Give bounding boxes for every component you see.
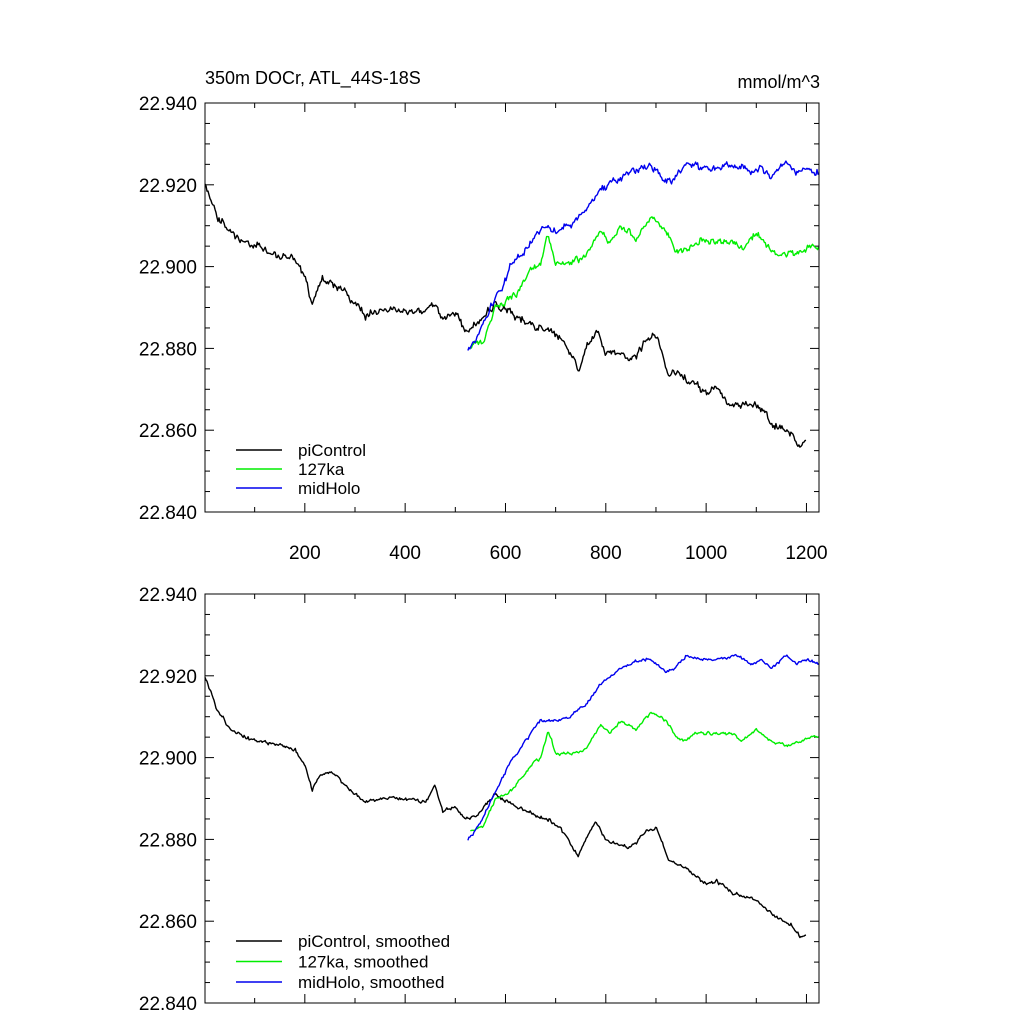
legend-label: midHolo bbox=[298, 479, 360, 498]
series-line-midholo bbox=[467, 160, 819, 351]
series-line-picontrol bbox=[204, 677, 807, 939]
series-line-127ka bbox=[470, 711, 819, 832]
legend-label: 127ka bbox=[298, 460, 345, 479]
y-tick-label: 22.940 bbox=[139, 94, 197, 115]
y-tick-label: 22.880 bbox=[139, 830, 197, 851]
y-axis: 22.840 22.860 22.880 22.900 22.920 22.940 bbox=[139, 585, 819, 1015]
x-tick-label: 400 bbox=[389, 543, 421, 564]
plot-frame bbox=[204, 593, 820, 1004]
y-tick-label: 22.900 bbox=[139, 258, 197, 279]
y-tick-label: 22.840 bbox=[139, 503, 197, 524]
legend-label: piControl bbox=[298, 441, 366, 460]
y-tick-label: 22.940 bbox=[139, 585, 197, 606]
series-line-picontrol bbox=[204, 183, 807, 448]
y-axis: 22.840 22.860 22.880 22.900 22.920 22.940 bbox=[139, 94, 819, 524]
legend: piControl, smoothed 127ka, smoothedmidHol… bbox=[236, 932, 450, 992]
series-line-midholo bbox=[467, 653, 820, 841]
plot-lines bbox=[204, 160, 820, 448]
legend-label: midHolo, smoothed bbox=[298, 973, 444, 992]
legend-label: 127ka, smoothed bbox=[298, 953, 428, 972]
units-label: mmol/m^3 bbox=[738, 72, 820, 92]
x-tick-label: 1200 bbox=[785, 543, 827, 564]
x-axis: 200 400 600 800 1000 1200 bbox=[254, 103, 828, 564]
x-tick-label: 200 bbox=[289, 543, 321, 564]
plot-frame bbox=[204, 102, 820, 513]
y-tick-label: 22.880 bbox=[139, 339, 197, 360]
legend-label: piControl, smoothed bbox=[298, 932, 450, 951]
chart-title: 350m DOCr, ATL_44S-18S bbox=[205, 68, 421, 89]
x-tick-label: 800 bbox=[590, 543, 622, 564]
y-tick-label: 22.840 bbox=[139, 994, 197, 1015]
plot-lines bbox=[204, 653, 820, 939]
series-line-127ka bbox=[469, 216, 820, 349]
x-axis bbox=[254, 594, 807, 1003]
x-tick-label: 1000 bbox=[685, 543, 727, 564]
y-tick-label: 22.860 bbox=[139, 421, 197, 442]
y-tick-label: 22.860 bbox=[139, 912, 197, 933]
top-panel: 350m DOCr, ATL_44S-18S mmol/m^3 22.84022… bbox=[139, 68, 828, 564]
bottom-panel: 22.840 22.860 22.880 22.900 22.920 22.940 piC… bbox=[139, 585, 820, 1015]
x-tick-label: 600 bbox=[490, 543, 522, 564]
y-tick-label: 22.920 bbox=[139, 176, 197, 197]
y-tick-label: 22.900 bbox=[139, 749, 197, 770]
y-tick-label: 22.920 bbox=[139, 667, 197, 688]
